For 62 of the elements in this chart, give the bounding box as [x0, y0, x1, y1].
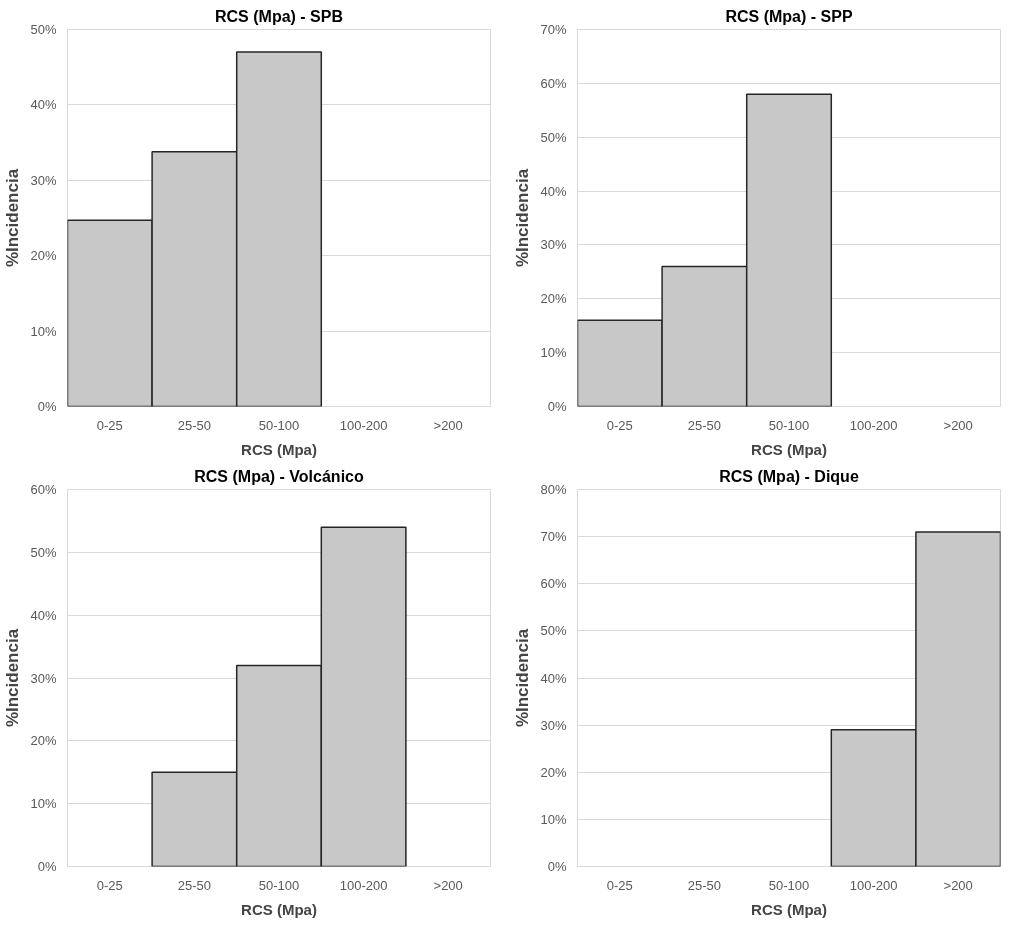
chart-title: RCS (Mpa) - SPP — [725, 7, 853, 25]
x-tick-label: >200 — [943, 877, 973, 893]
x-tick-label: 0-25 — [606, 877, 633, 893]
y-tick-label: 70% — [540, 22, 567, 37]
x-tick-label: 100-200 — [339, 877, 388, 893]
x-tick-label: 25-50 — [687, 417, 722, 433]
chart-title: RCS (Mpa) - SPB — [215, 7, 343, 25]
x-axis-title: RCS (Mpa) — [241, 440, 317, 458]
x-tick-label: 50-100 — [258, 417, 300, 433]
chart-title: RCS (Mpa) - Dique — [719, 467, 859, 485]
x-tick-label: 50-100 — [768, 877, 810, 893]
x-tick-label: 25-50 — [177, 417, 212, 433]
y-tick-label: 60% — [540, 576, 567, 592]
x-axis-title: RCS (Mpa) — [751, 440, 827, 458]
y-tick-label: 30% — [540, 237, 567, 253]
y-tick-label: 40% — [540, 183, 567, 199]
x-tick-label: 25-50 — [177, 877, 212, 893]
y-tick-label: 30% — [30, 670, 57, 686]
x-axis-title: RCS (Mpa) — [751, 900, 827, 918]
x-tick-label: 0-25 — [96, 877, 123, 893]
y-tick-label: 50% — [30, 22, 57, 37]
y-tick-label: 20% — [30, 733, 57, 749]
y-axis-title: %Incidencia — [3, 628, 23, 728]
y-tick-label: 20% — [30, 248, 57, 264]
y-tick-label: 50% — [540, 623, 567, 639]
y-tick-label: 50% — [540, 129, 567, 145]
x-tick-label: 50-100 — [258, 877, 300, 893]
y-tick-label: 80% — [540, 482, 567, 497]
y-tick-label: 10% — [540, 345, 567, 361]
y-tick-label: 30% — [540, 717, 567, 733]
x-tick-label: >200 — [943, 417, 973, 433]
x-tick-label: >200 — [433, 877, 463, 893]
y-tick-label: 20% — [540, 291, 567, 307]
y-tick-label: 10% — [30, 796, 57, 812]
y-tick-label: 0% — [37, 859, 57, 874]
x-tick-label: 0-25 — [606, 417, 633, 433]
x-tick-label: 25-50 — [687, 877, 722, 893]
x-tick-label: 100-200 — [339, 417, 388, 433]
y-axis-title: %Incidencia — [513, 168, 533, 268]
y-tick-label: 0% — [547, 859, 567, 874]
y-tick-label: 10% — [540, 811, 567, 827]
y-tick-label: 40% — [30, 97, 57, 113]
y-tick-label: 0% — [547, 399, 567, 414]
chart-title: RCS (Mpa) - Volcánico — [194, 467, 364, 485]
y-tick-label: 70% — [540, 529, 567, 545]
y-tick-label: 50% — [30, 544, 57, 560]
y-axis-title: %Incidencia — [513, 628, 533, 728]
x-tick-label: >200 — [433, 417, 463, 433]
y-tick-label: 40% — [540, 670, 567, 686]
y-tick-label: 10% — [30, 323, 57, 339]
x-axis-title: RCS (Mpa) — [241, 900, 317, 918]
y-tick-label: 60% — [30, 482, 57, 497]
y-tick-label: 0% — [37, 399, 57, 414]
x-tick-label: 0-25 — [96, 417, 123, 433]
x-tick-label: 50-100 — [768, 417, 810, 433]
x-tick-label: 100-200 — [849, 417, 898, 433]
y-tick-label: 20% — [540, 764, 567, 780]
y-tick-label: 40% — [30, 607, 57, 623]
x-tick-label: 100-200 — [849, 877, 898, 893]
y-tick-label: 60% — [540, 75, 567, 91]
y-axis-title: %Incidencia — [3, 168, 23, 268]
y-tick-label: 30% — [30, 172, 57, 188]
